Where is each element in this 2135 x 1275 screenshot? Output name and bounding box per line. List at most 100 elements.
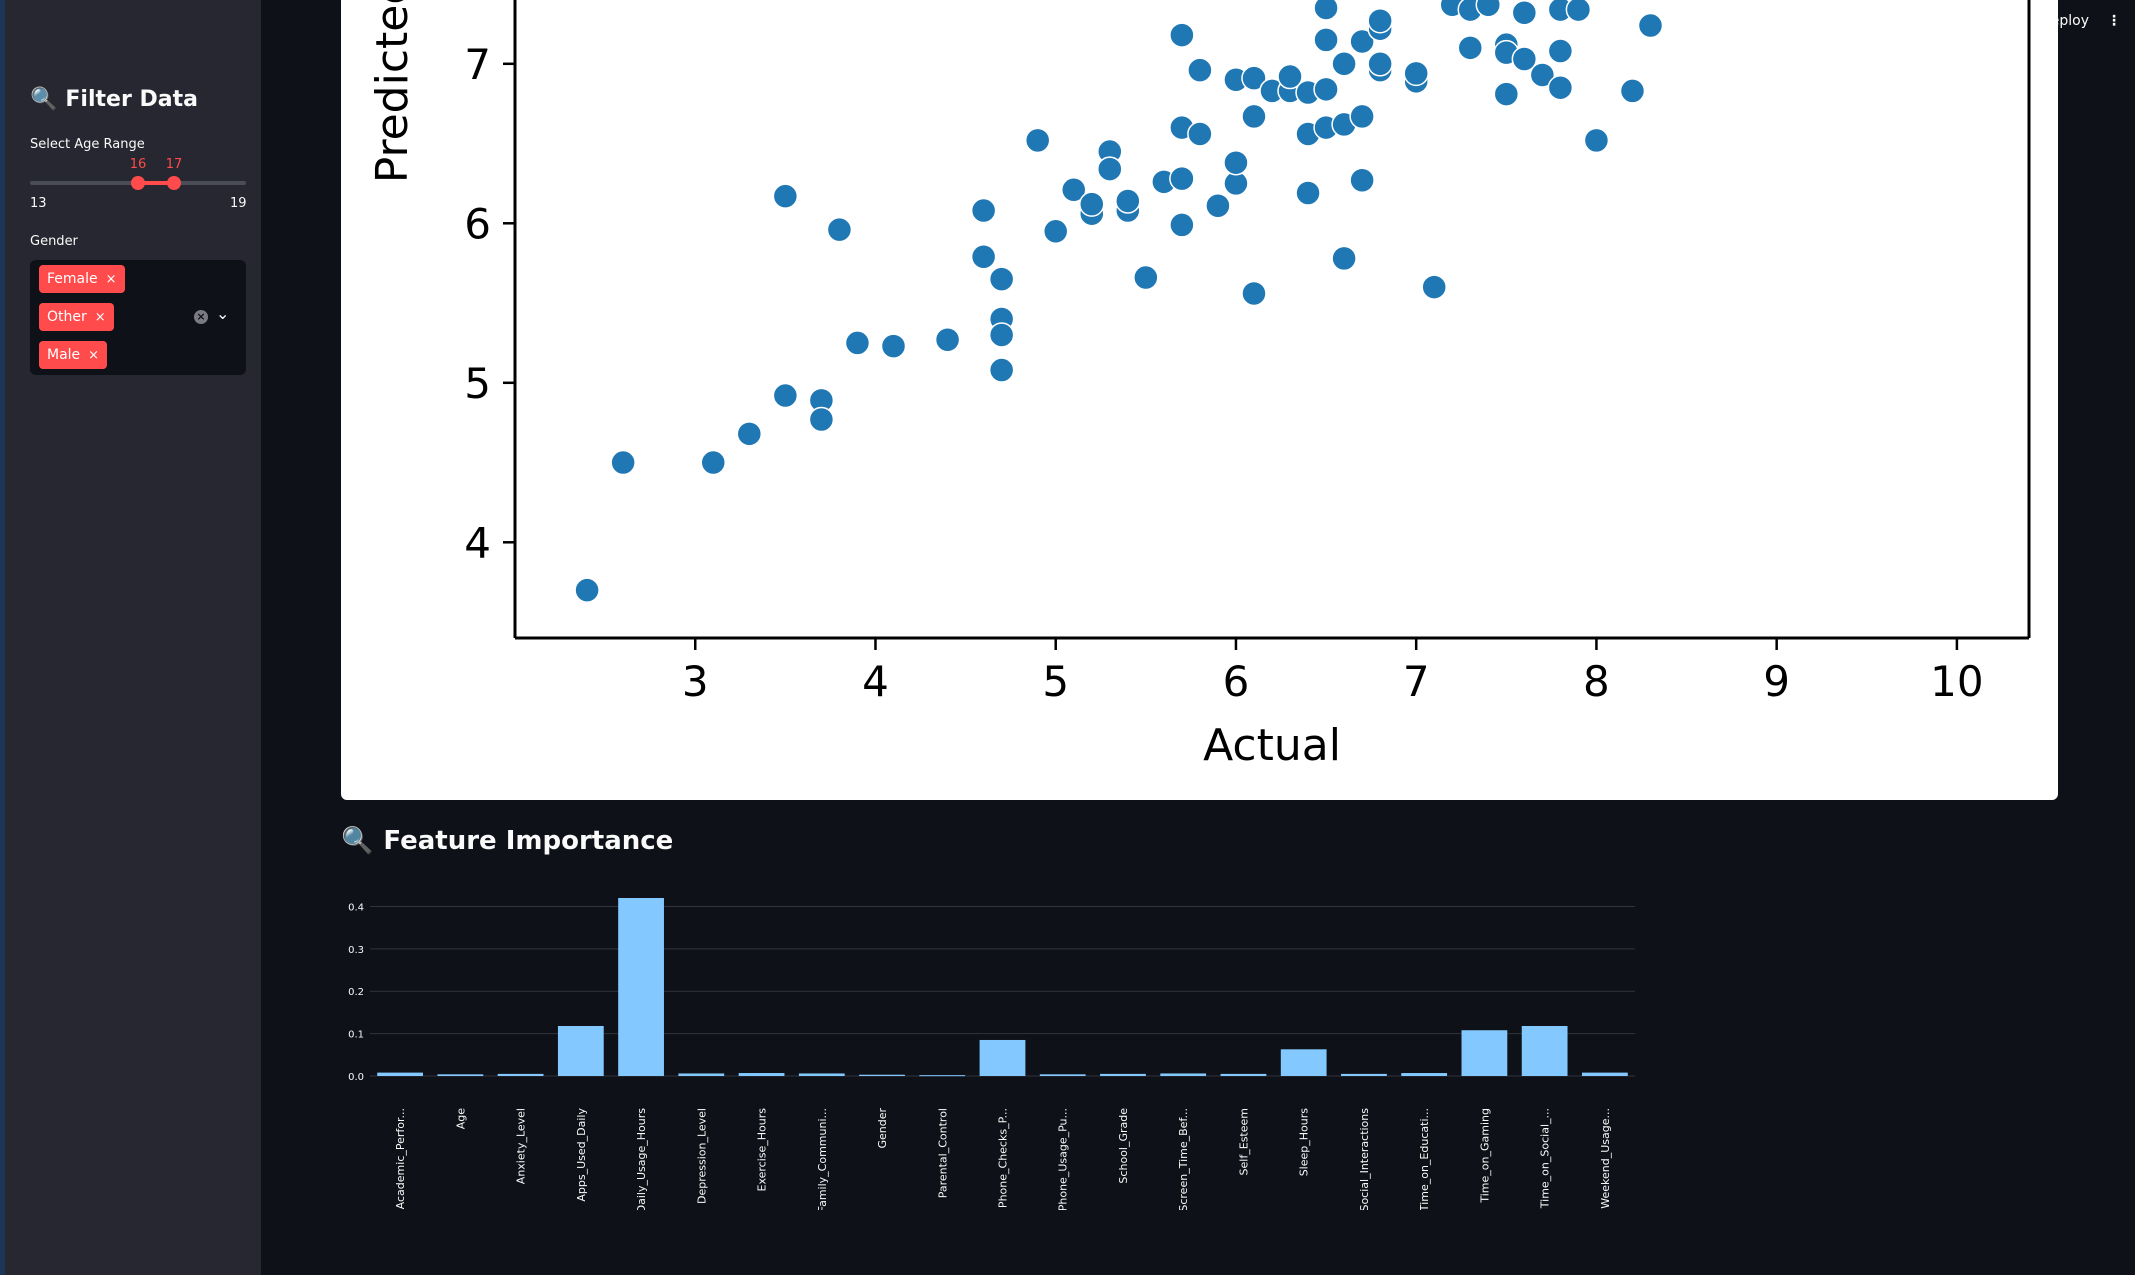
age-range-label: Select Age Range: [30, 137, 145, 152]
scatter-point: [880, 333, 907, 359]
x-tick-label: Time_on_Educati...: [1418, 1108, 1431, 1210]
scatter-point: [1367, 51, 1393, 77]
bar: [919, 1075, 966, 1077]
scatter-point: [610, 449, 636, 476]
x-tick-label: Screen_Time_Bef...: [1177, 1108, 1190, 1210]
bar: [1581, 1072, 1628, 1076]
x-tick-label: 7: [1403, 657, 1430, 706]
x-tick-label: Apps_Used_Daily: [575, 1108, 588, 1202]
scatter-point: [1313, 27, 1339, 53]
scatter-point: [1187, 121, 1213, 147]
scatter-chart-panel: 3 4 5 6 7 8 9 10 4 5 6 7 Actual Predicted: [341, 0, 2058, 800]
scatter-point: [826, 216, 853, 243]
gender-multiselect[interactable]: Female × Other × Male × × ⌄: [30, 260, 246, 375]
bar: [798, 1073, 845, 1076]
gender-chip-male[interactable]: Male ×: [39, 341, 108, 369]
bar: [678, 1073, 725, 1076]
x-tick-label: Phone_Checks_P...: [997, 1108, 1010, 1208]
scatter-point: [700, 449, 727, 476]
age-range-thumb-high[interactable]: [167, 176, 181, 190]
bar: [1100, 1073, 1146, 1076]
scatter-point: [1349, 167, 1375, 193]
y-tick-label: 0.1: [348, 1030, 364, 1041]
y-tick-label: 7: [464, 40, 491, 89]
clear-all-icon[interactable]: ×: [194, 310, 208, 324]
scatter-point: [1205, 193, 1231, 219]
scatter-point: [1547, 38, 1574, 64]
main-menu-icon[interactable]: ⋮: [2107, 13, 2121, 29]
scatter-point: [1565, 0, 1592, 23]
feature-importance-title: 🔍 Feature Importance: [341, 826, 673, 856]
y-tick-label: 0.3: [348, 945, 364, 956]
deploy-button[interactable]: eploy: [2050, 13, 2089, 29]
scatter-point: [1331, 51, 1357, 77]
age-range-high-value: 17: [165, 157, 183, 172]
scatter-point: [1511, 0, 1538, 26]
y-axis-label: Predicted: [367, 0, 418, 183]
scatter-point: [1133, 264, 1159, 291]
chip-label: Female: [47, 271, 98, 287]
scatter-point: [988, 266, 1015, 292]
scatter-point: [1421, 274, 1447, 300]
scatter-point: [1313, 76, 1339, 103]
x-tick-label: Anxiety_Level: [515, 1108, 528, 1184]
bar: [437, 1074, 484, 1076]
x-tick-label: Academic_Perfor...: [394, 1108, 407, 1209]
x-tick-label: Parental_Control: [936, 1108, 949, 1198]
x-tick-label: Social_Interactions: [1358, 1108, 1371, 1210]
scatter-point: [844, 330, 871, 356]
top-right-toolbar: eploy ⋮: [2051, 13, 2121, 29]
gender-chip-other[interactable]: Other ×: [39, 303, 114, 331]
x-tick-label: Phone_Usage_Pu...: [1057, 1108, 1070, 1210]
scatter-point: [1169, 212, 1195, 238]
bar: [979, 1039, 1026, 1076]
scatter-point: [1619, 78, 1646, 104]
chevron-down-icon[interactable]: ⌄: [216, 304, 230, 323]
x-tick-label: Time_on_Gaming: [1478, 1108, 1491, 1204]
x-tick-label: Sleep_Hours: [1298, 1108, 1311, 1177]
scatter-point: [934, 326, 961, 353]
remove-chip-icon[interactable]: ×: [88, 347, 100, 363]
scatter-point: [1169, 165, 1195, 192]
x-tick-label: 9: [1763, 657, 1790, 706]
bar: [1521, 1025, 1568, 1076]
gender-chip-female[interactable]: Female ×: [39, 265, 125, 293]
scatter-point: [1241, 103, 1267, 130]
scatter-point: [970, 197, 997, 224]
scatter-point: [988, 357, 1015, 383]
scatter-point: [1241, 280, 1267, 307]
scatter-point: [1097, 156, 1123, 182]
remove-chip-icon[interactable]: ×: [94, 309, 106, 325]
scatter-point: [1367, 7, 1393, 34]
age-range-slider[interactable]: [30, 176, 246, 190]
scatter-chart: 3 4 5 6 7 8 9 10 4 5 6 7 Actual Predicted: [367, 0, 2031, 771]
chip-label: Other: [47, 309, 87, 325]
scatter-point: [1475, 0, 1502, 18]
age-range-min: 13: [30, 196, 47, 211]
x-tick-label: 8: [1583, 657, 1610, 706]
x-tick-label: Time_on_Social_...: [1539, 1108, 1552, 1209]
y-tick-label: 5: [464, 359, 491, 408]
y-tick-label: 0.2: [348, 987, 364, 998]
scatter-point: [1115, 188, 1141, 214]
bar: [859, 1074, 905, 1076]
scatter-point: [736, 421, 763, 447]
x-tick-label: Age: [454, 1108, 467, 1130]
x-tick-label: 3: [682, 657, 709, 706]
age-range-low-value: 16: [129, 157, 147, 172]
scatter-point: [1511, 46, 1538, 72]
sidebar-title: 🔍 Filter Data: [30, 87, 198, 112]
y-tick-label: 6: [464, 199, 491, 248]
bar: [618, 898, 664, 1076]
scatter-point: [1060, 177, 1087, 203]
scatter-point: [1529, 62, 1556, 88]
x-tick-label: 5: [1042, 657, 1069, 706]
age-range-thumb-low[interactable]: [131, 176, 145, 190]
gender-label: Gender: [30, 234, 78, 249]
feature-importance-title-text: Feature Importance: [383, 826, 674, 856]
x-tick-label: Gender: [876, 1108, 889, 1149]
bar: [738, 1073, 785, 1076]
remove-chip-icon[interactable]: ×: [105, 271, 117, 287]
scatter-point: [574, 577, 600, 603]
sidebar: 🔍 Filter Data Select Age Range 16 17 13 …: [0, 0, 261, 1275]
